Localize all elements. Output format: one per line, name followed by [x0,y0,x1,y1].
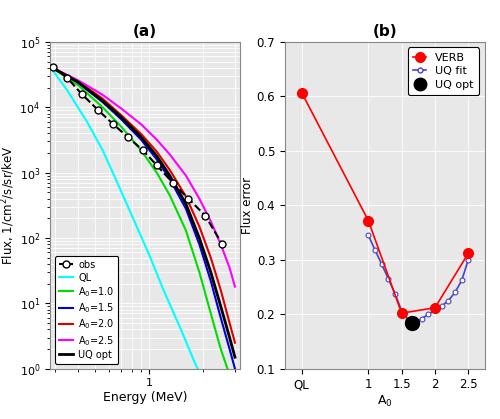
X-axis label: Energy (MeV): Energy (MeV) [103,391,187,404]
Y-axis label: Flux, 1/cm$^2$/s/sr/keV: Flux, 1/cm$^2$/s/sr/keV [0,145,16,265]
Line: VERB: VERB [297,88,473,318]
Y-axis label: Flux error: Flux error [241,177,254,234]
UQ fit [378,261,384,266]
UQ fit [446,298,452,303]
UQ fit [418,316,424,321]
X-axis label: A$_0$: A$_0$ [377,394,393,409]
VERB [398,310,404,316]
UQ fit [426,312,432,317]
VERB [298,90,304,95]
Legend: obs, QL, A$_0$=1.0, A$_0$=1.5, A$_0$=2.0, A$_0$=2.5, UQ opt: obs, QL, A$_0$=1.0, A$_0$=1.5, A$_0$=2.0… [55,256,118,364]
Line: UQ fit: UQ fit [366,233,471,326]
UQ fit [412,320,418,325]
UQ fit [458,278,464,283]
VERB [366,218,372,223]
UQ fit [386,277,392,282]
Title: (b): (b) [372,24,398,39]
UQ fit [372,248,378,253]
UQ fit [438,303,444,308]
UQ fit [408,321,414,326]
UQ fit [406,317,411,322]
VERB [466,251,471,256]
UQ fit [392,291,398,296]
UQ fit [452,290,458,295]
Title: (a): (a) [133,24,157,39]
UQ fit [366,233,372,238]
UQ fit [466,257,471,262]
VERB [432,305,438,310]
UQ fit [432,308,438,313]
UQ fit [398,308,404,313]
Legend: VERB, UQ fit, UQ opt: VERB, UQ fit, UQ opt [408,47,480,95]
